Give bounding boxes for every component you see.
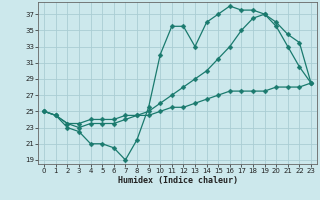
X-axis label: Humidex (Indice chaleur): Humidex (Indice chaleur) xyxy=(118,176,238,185)
